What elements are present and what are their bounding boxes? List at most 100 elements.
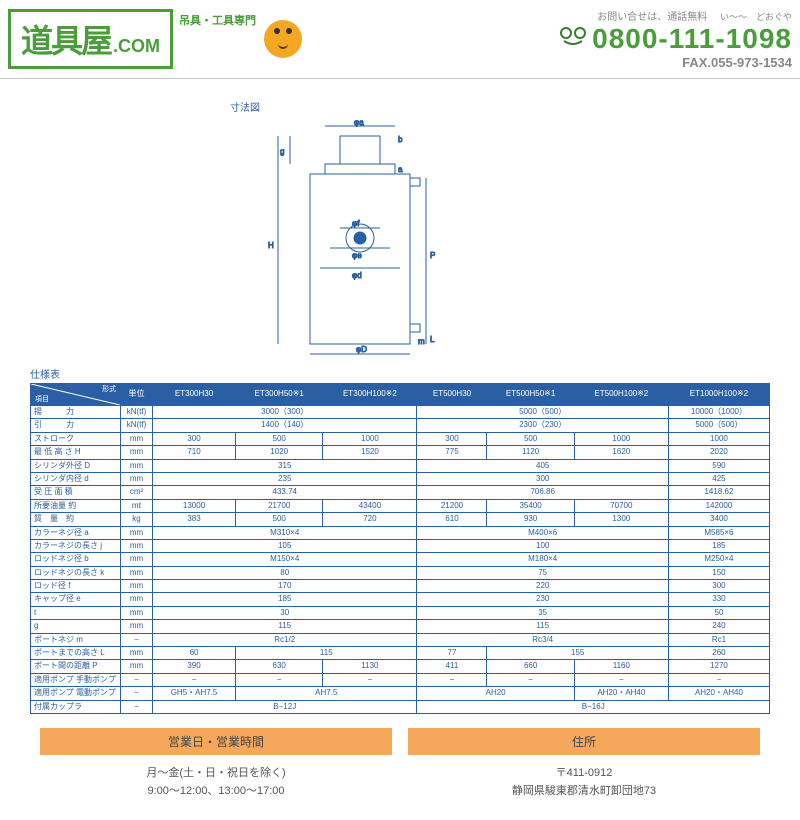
- spec-row: 付属カップラ−B−12JB−16J: [31, 700, 770, 713]
- logo[interactable]: 道具屋 .COM: [8, 9, 173, 69]
- spec-row: ロッドネジ径 bmmM150×4M180×4M250×4: [31, 553, 770, 566]
- spec-row: ポート間の距離 Pmm390630113041166011601270: [31, 660, 770, 673]
- spec-row: 質 量 約kg38350072061093013003400: [31, 513, 770, 526]
- spec-cell: 1130: [323, 660, 417, 673]
- spec-cell: −: [323, 673, 417, 686]
- freedial-icon: [560, 27, 586, 51]
- main-content: 寸法図 g H φD φa P L: [0, 79, 800, 820]
- spec-table: 形式項目単位ET300H30ET300H50※1ET300H100※2ET500…: [30, 383, 770, 714]
- spec-row-unit: mm: [121, 606, 153, 619]
- spec-cell: 35400: [487, 499, 574, 512]
- info-section: 営業日・営業時間 月〜金(土・日・祝日を除く) 9:00〜12:00、13:00…: [30, 728, 770, 810]
- svg-text:φD: φD: [356, 345, 367, 354]
- spec-cell: 1300: [574, 513, 668, 526]
- spec-row-label: 揚 力: [31, 406, 121, 419]
- spec-cell: B−12J: [153, 700, 417, 713]
- spec-cell: 1000: [323, 432, 417, 445]
- spec-cell: AH20・AH40: [668, 687, 769, 700]
- spec-cell: 500: [236, 432, 323, 445]
- spec-cell: 170: [153, 580, 417, 593]
- spec-cell: 75: [417, 566, 668, 579]
- diagram-svg: g H φD φa P L b a m φf φe φd: [230, 118, 490, 358]
- spec-cell: GH5・AH7.5: [153, 687, 236, 700]
- spec-cell: AH20・AH40: [574, 687, 668, 700]
- spec-cell: 1160: [574, 660, 668, 673]
- address-block: 住所 〒411-0912 静岡県駿東郡清水町卸団地73: [408, 728, 760, 810]
- spec-row: 適用ポンプ 電動ポンプ−GH5・AH7.5AH7.5AH20AH20・AH40A…: [31, 687, 770, 700]
- spec-cell: −: [668, 673, 769, 686]
- spec-row-unit: mm: [121, 459, 153, 472]
- spec-row: ポートネジ m−Rc1/2Rc3/4Rc1: [31, 633, 770, 646]
- spec-cell: 80: [153, 566, 417, 579]
- spec-cell: 2300（230）: [417, 419, 668, 432]
- spec-row: シリンダ外径 Dmm315405590: [31, 459, 770, 472]
- address-line1: 〒411-0912: [412, 765, 756, 783]
- spec-cell: 1120: [487, 446, 574, 459]
- spec-cell: 706.86: [417, 486, 668, 499]
- spec-cell: 77: [417, 647, 487, 660]
- spec-cell: −: [236, 673, 323, 686]
- site-header: 道具屋 .COM 吊具・工具専門 お問い合せは、通話無料 い〜〜 どおぐや 08…: [0, 0, 800, 79]
- spec-cell: 235: [153, 472, 417, 485]
- spec-cell: 115: [153, 620, 417, 633]
- spec-row: 適用ポンプ 手動ポンプ−−−−−−−−: [31, 673, 770, 686]
- spec-cell: 720: [323, 513, 417, 526]
- spec-row-label: カラーネジの長さ j: [31, 539, 121, 552]
- spec-cell: 383: [153, 513, 236, 526]
- svg-text:φe: φe: [352, 251, 362, 260]
- spec-row: 引 力kN(tf)1400（140）2300（230）5000（500）: [31, 419, 770, 432]
- hours-header: 営業日・営業時間: [40, 728, 392, 755]
- spec-row-label: 付属カップラ: [31, 700, 121, 713]
- spec-row-label: 所要油量 約: [31, 499, 121, 512]
- spec-title: 仕様表: [30, 366, 770, 381]
- logo-main-text: 道具屋: [21, 16, 111, 62]
- spec-cell: M400×6: [417, 526, 668, 539]
- spec-cell: −: [153, 673, 236, 686]
- spec-cell: 43400: [323, 499, 417, 512]
- spec-cell: 105: [153, 539, 417, 552]
- spec-unit-header: 単位: [121, 384, 153, 406]
- spec-cell: 710: [153, 446, 236, 459]
- spec-cell: 3400: [668, 513, 769, 526]
- spec-cell: 300: [417, 432, 487, 445]
- spec-row-unit: −: [121, 700, 153, 713]
- spec-cell: M180×4: [417, 553, 668, 566]
- spec-cell: 70700: [574, 499, 668, 512]
- spec-row-unit: mm: [121, 566, 153, 579]
- svg-text:φf: φf: [352, 219, 360, 228]
- spec-row-label: ロッドネジ径 b: [31, 553, 121, 566]
- spec-cell: 60: [153, 647, 236, 660]
- svg-text:a: a: [398, 165, 403, 174]
- phone-number[interactable]: 0800-111-1098: [592, 23, 792, 55]
- spec-cell: 35: [417, 606, 668, 619]
- spec-cell: −: [417, 673, 487, 686]
- spec-table-body: 揚 力kN(tf)3000（300）5000（500）10000（1000）引 …: [31, 406, 770, 714]
- spec-row-label: 適用ポンプ 手動ポンプ: [31, 673, 121, 686]
- phone-row: 0800-111-1098: [560, 23, 792, 55]
- spec-model-header: ET500H50※1: [487, 384, 574, 406]
- spec-row-unit: −: [121, 633, 153, 646]
- spec-cell: 5000（500）: [417, 406, 668, 419]
- business-hours-block: 営業日・営業時間 月〜金(土・日・祝日を除く) 9:00〜12:00、13:00…: [40, 728, 392, 810]
- spec-cell: 1400（140）: [153, 419, 417, 432]
- spec-row-label: シリンダ内径 d: [31, 472, 121, 485]
- spec-model-header: ET300H50※1: [236, 384, 323, 406]
- spec-cell: 185: [153, 593, 417, 606]
- spec-cell: AH7.5: [236, 687, 417, 700]
- contact-block: お問い合せは、通話無料 い〜〜 どおぐや 0800-111-1098 FAX.0…: [560, 8, 792, 70]
- spec-row: キャップ径 emm185230330: [31, 593, 770, 606]
- spec-cell: AH20: [417, 687, 574, 700]
- svg-text:P: P: [430, 251, 435, 260]
- logo-suffix-text: .COM: [113, 36, 160, 57]
- spec-row-label: カラーネジ径 a: [31, 526, 121, 539]
- spec-cell: 230: [417, 593, 668, 606]
- spec-cell: 300: [417, 472, 668, 485]
- spec-row: ロッド径 fmm170220300: [31, 580, 770, 593]
- spec-row-unit: mm: [121, 472, 153, 485]
- spec-cell: 21200: [417, 499, 487, 512]
- svg-text:m: m: [418, 337, 425, 346]
- spec-row-label: 適用ポンプ 電動ポンプ: [31, 687, 121, 700]
- spec-row-label: g: [31, 620, 121, 633]
- spec-row-label: 受 圧 面 積: [31, 486, 121, 499]
- spec-cell: 405: [417, 459, 668, 472]
